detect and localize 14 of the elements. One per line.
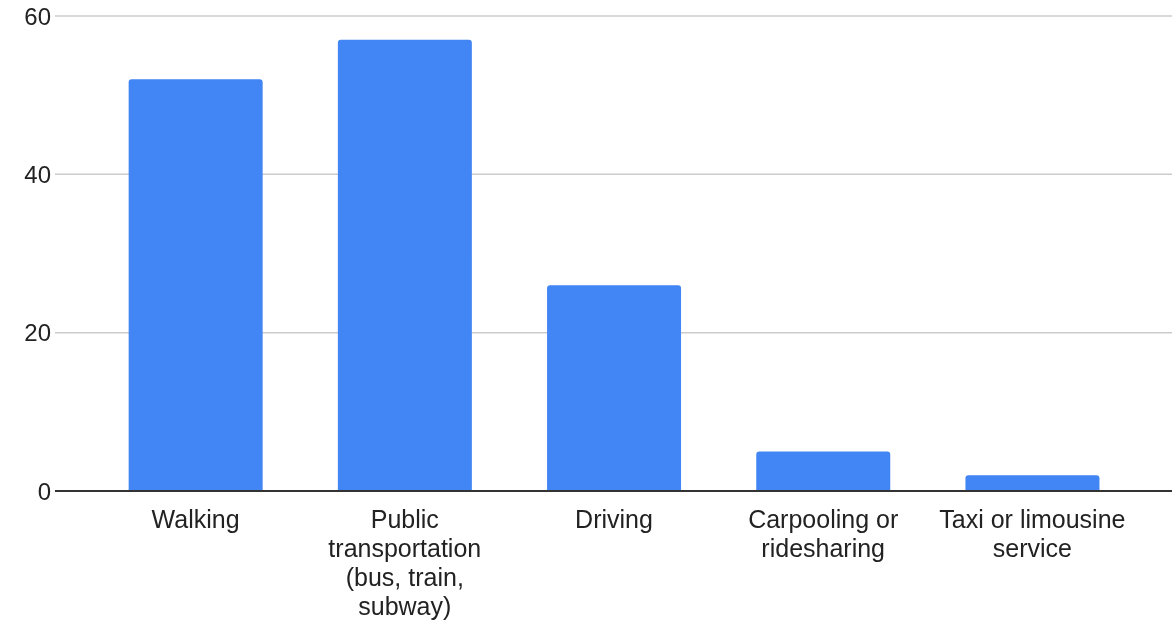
- y-tick-label: 60: [24, 2, 51, 30]
- y-tick-label: 40: [24, 160, 51, 188]
- x-tick-label: Public transportation (bus, train, subway): [328, 505, 482, 620]
- bar: [547, 285, 682, 491]
- bar: [756, 451, 891, 491]
- x-tick-label: Taxi or limousine service: [939, 505, 1126, 562]
- x-tick-label: Carpooling or ridesharing: [748, 505, 899, 562]
- x-tick-label: Walking: [151, 505, 240, 533]
- bar: [965, 475, 1100, 491]
- bar: [128, 79, 263, 491]
- x-tick-label: Driving: [575, 505, 653, 533]
- y-tick-label: 20: [24, 319, 51, 347]
- y-tick-label: 0: [37, 477, 51, 505]
- bar: [337, 39, 472, 491]
